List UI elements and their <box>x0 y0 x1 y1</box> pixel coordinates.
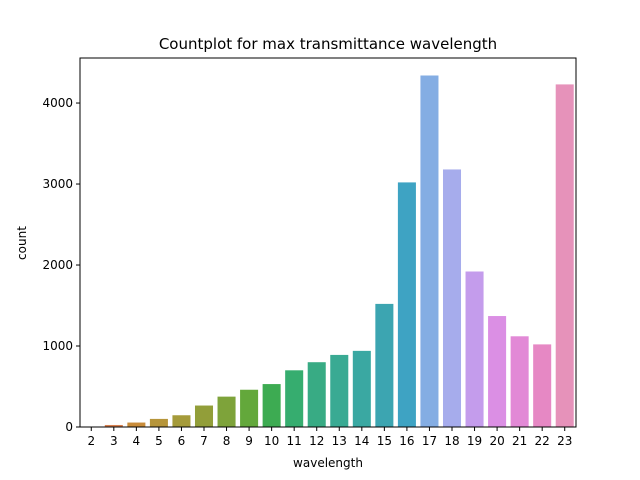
x-tick-label: 15 <box>377 434 392 448</box>
chart-title: Countplot for max transmittance waveleng… <box>159 35 497 53</box>
bar-16 <box>397 182 416 427</box>
x-tick-label: 12 <box>309 434 324 448</box>
x-tick-label: 2 <box>87 434 95 448</box>
y-tick-label: 4000 <box>42 96 73 110</box>
x-tick-label: 4 <box>133 434 141 448</box>
bar-4 <box>127 422 146 427</box>
bar-20 <box>488 316 507 427</box>
bar-13 <box>330 354 349 427</box>
bar-11 <box>285 370 304 427</box>
bar-7 <box>194 405 214 427</box>
x-axis-label: wavelength <box>293 456 363 470</box>
x-tick-label: 19 <box>467 434 482 448</box>
bar-21 <box>510 336 529 427</box>
x-tick-label: 23 <box>557 434 572 448</box>
x-tick-label: 13 <box>332 434 347 448</box>
y-tick-label: 0 <box>65 420 73 434</box>
x-tick-label: 18 <box>444 434 459 448</box>
bar-6 <box>172 415 191 427</box>
x-tick-label: 7 <box>200 434 208 448</box>
x-tick-label: 6 <box>178 434 186 448</box>
x-tick-label: 17 <box>422 434 437 448</box>
x-tick-label: 8 <box>223 434 231 448</box>
x-tick-label: 16 <box>399 434 414 448</box>
bar-10 <box>262 384 281 427</box>
bar-8 <box>217 396 236 427</box>
x-tick-label: 14 <box>354 434 369 448</box>
x-tick-label: 9 <box>245 434 253 448</box>
y-axis-label: count <box>15 226 29 260</box>
bar-9 <box>240 389 259 427</box>
bar-12 <box>307 362 326 427</box>
x-tick-label: 3 <box>110 434 118 448</box>
bar-17 <box>420 75 439 427</box>
bar-22 <box>533 344 552 427</box>
bar-18 <box>442 169 462 427</box>
x-tick-label: 5 <box>155 434 163 448</box>
bar-23 <box>555 84 574 427</box>
bar-15 <box>375 303 394 427</box>
plot-frame <box>79 57 577 428</box>
y-tick-label: 1000 <box>42 339 73 353</box>
x-tick-label: 11 <box>287 434 302 448</box>
bar-5 <box>149 418 168 427</box>
bar-19 <box>465 271 484 427</box>
x-tick-label: 10 <box>264 434 279 448</box>
bar-3 <box>104 424 123 427</box>
bar-14 <box>352 350 371 427</box>
y-tick-label: 3000 <box>42 177 73 191</box>
x-tick-label: 22 <box>535 434 550 448</box>
x-tick-label: 20 <box>489 434 504 448</box>
y-tick-label: 2000 <box>42 258 73 272</box>
x-tick-label: 21 <box>512 434 527 448</box>
